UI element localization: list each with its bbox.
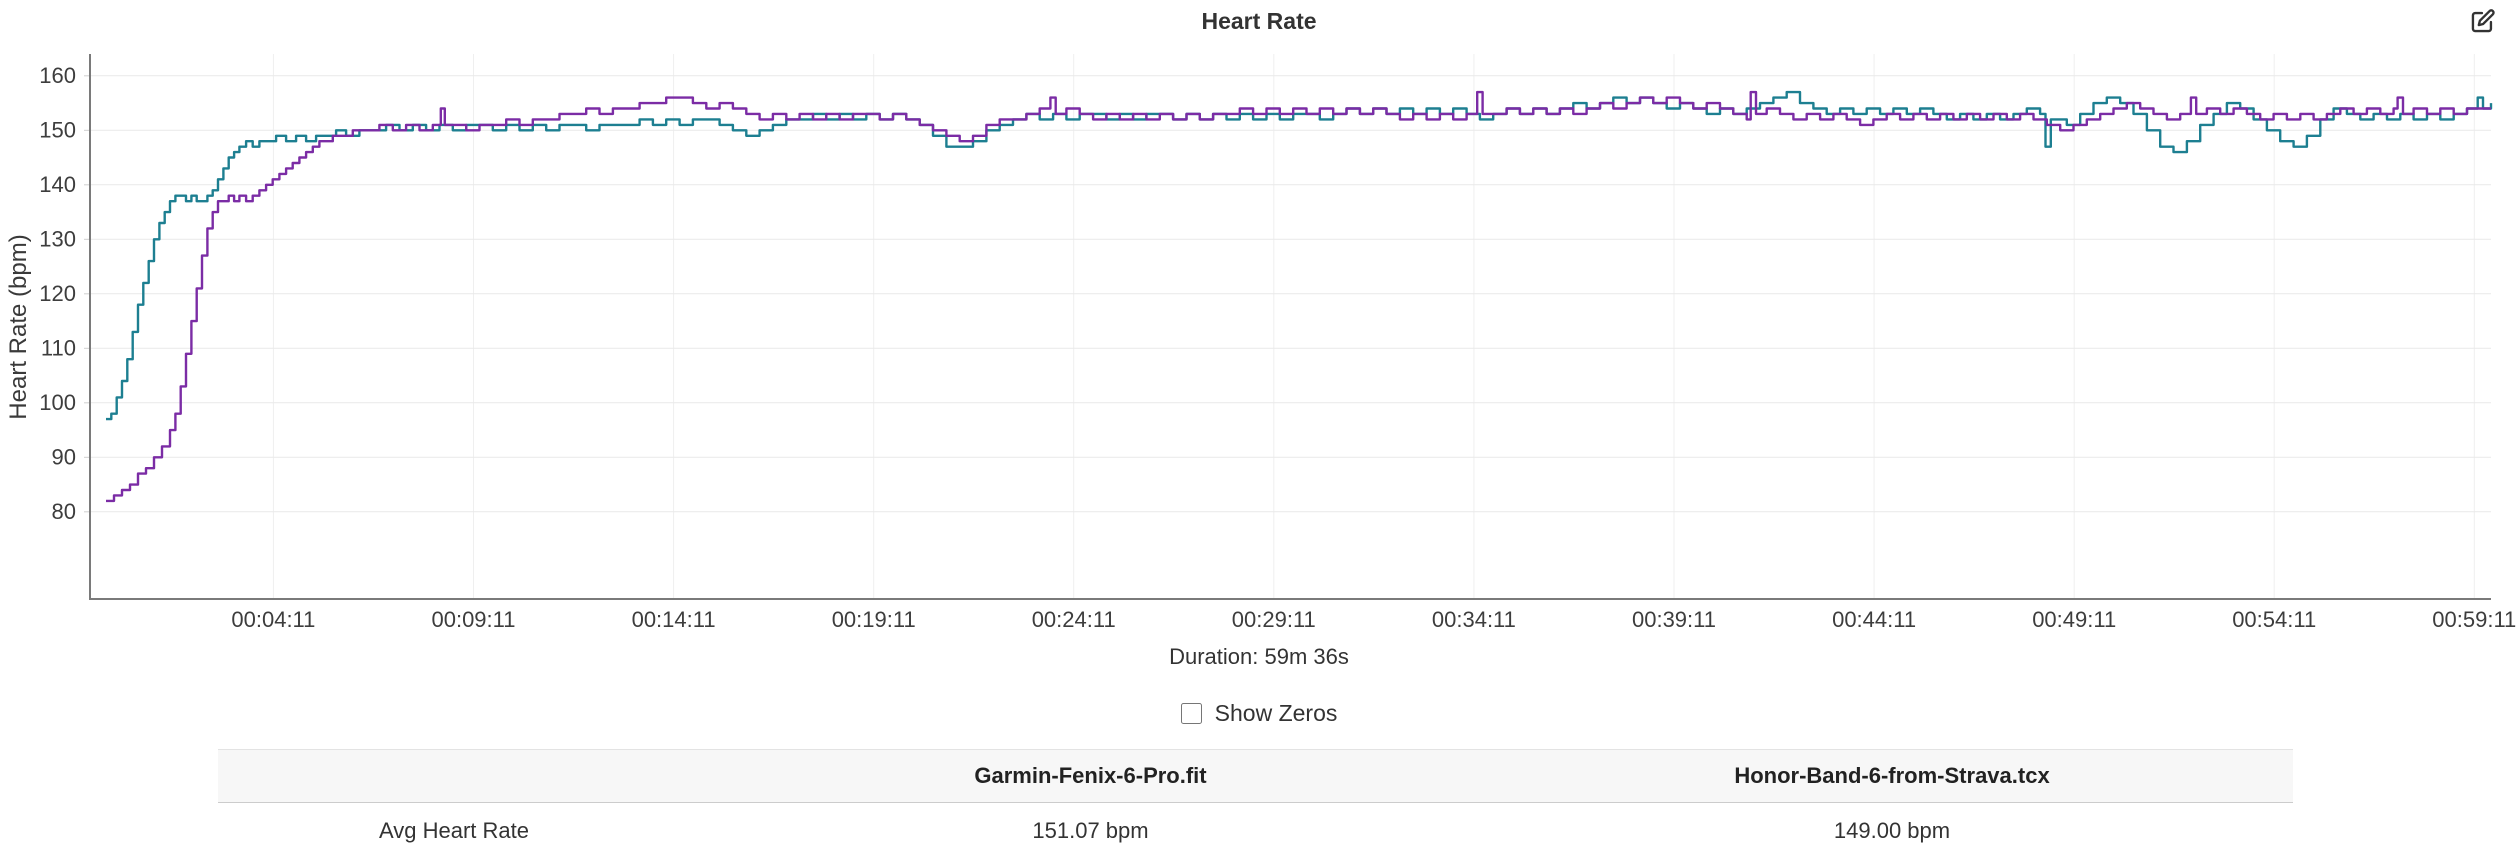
svg-text:00:44:11: 00:44:11 (1832, 607, 1916, 632)
svg-text:00:29:11: 00:29:11 (1232, 607, 1316, 632)
page-title: Heart Rate (1201, 8, 1317, 34)
series-lines (106, 90, 2493, 503)
svg-text:100: 100 (39, 390, 76, 415)
file1-column-header: Garmin-Fenix-6-Pro.fit (690, 749, 1491, 803)
edit-button[interactable] (2469, 8, 2496, 35)
svg-text:150: 150 (39, 118, 76, 143)
svg-text:120: 120 (39, 281, 76, 306)
show-zeros-checkbox[interactable] (1180, 703, 1202, 724)
svg-text:00:24:11: 00:24:11 (1032, 607, 1116, 632)
svg-text:00:14:11: 00:14:11 (632, 607, 716, 632)
pencil-square-icon (2469, 8, 2496, 35)
x-tick-labels: 00:04:11 00:09:11 00:14:11 00:19:11 00:24:11… (231, 607, 2516, 632)
chart-header: Heart Rate (0, 0, 2518, 42)
show-zeros-label: Show Zeros (1214, 700, 1338, 726)
svg-text:130: 130 (39, 227, 76, 252)
stats-table: Garmin-Fenix-6-Pro.fit Honor-Band-6-from… (218, 749, 2293, 859)
svg-text:160: 160 (39, 63, 76, 88)
file1-avg-value: 151.07 bpm (1032, 818, 1149, 843)
series-line-garmin (106, 90, 2493, 421)
table-row: Avg Heart Rate 151.07 bpm 149.00 bpm (218, 803, 2293, 859)
chart-grid (90, 54, 2491, 599)
show-zeros-option[interactable]: Show Zeros (1180, 700, 1338, 727)
heart-rate-chart[interactable]: 80 90 100 110 120 130 140 150 160 00:04:11 00:09:… (0, 42, 2518, 642)
svg-text:00:54:11: 00:54:11 (2232, 607, 2316, 632)
svg-text:140: 140 (39, 172, 76, 197)
metric-column-header (218, 749, 690, 803)
y-tick-labels: 80 90 100 110 120 130 140 150 160 (39, 63, 76, 524)
series-line-honor (106, 90, 2491, 503)
svg-text:00:34:11: 00:34:11 (1432, 607, 1516, 632)
file2-column-header: Honor-Band-6-from-Strava.tcx (1491, 749, 2293, 803)
x-axis-title: Duration: 59m 36s (1169, 644, 1349, 669)
svg-text:00:59:11: 00:59:11 (2432, 607, 2516, 632)
table-header-row: Garmin-Fenix-6-Pro.fit Honor-Band-6-from… (218, 749, 2293, 803)
svg-text:00:49:11: 00:49:11 (2032, 607, 2116, 632)
svg-text:00:19:11: 00:19:11 (832, 607, 916, 632)
svg-text:00:09:11: 00:09:11 (431, 607, 515, 632)
show-zeros-control: Show Zeros (0, 700, 2518, 727)
file2-avg-value: 149.00 bpm (1833, 818, 1951, 843)
svg-text:00:39:11: 00:39:11 (1632, 607, 1716, 632)
y-axis-title: Heart Rate (bpm) (5, 234, 32, 419)
svg-text:00:04:11: 00:04:11 (231, 607, 315, 632)
svg-text:80: 80 (52, 499, 76, 524)
chart-axes (84, 54, 2491, 600)
svg-text:110: 110 (41, 336, 76, 361)
svg-text:90: 90 (52, 445, 76, 470)
metric-label: Avg Heart Rate (378, 818, 529, 843)
